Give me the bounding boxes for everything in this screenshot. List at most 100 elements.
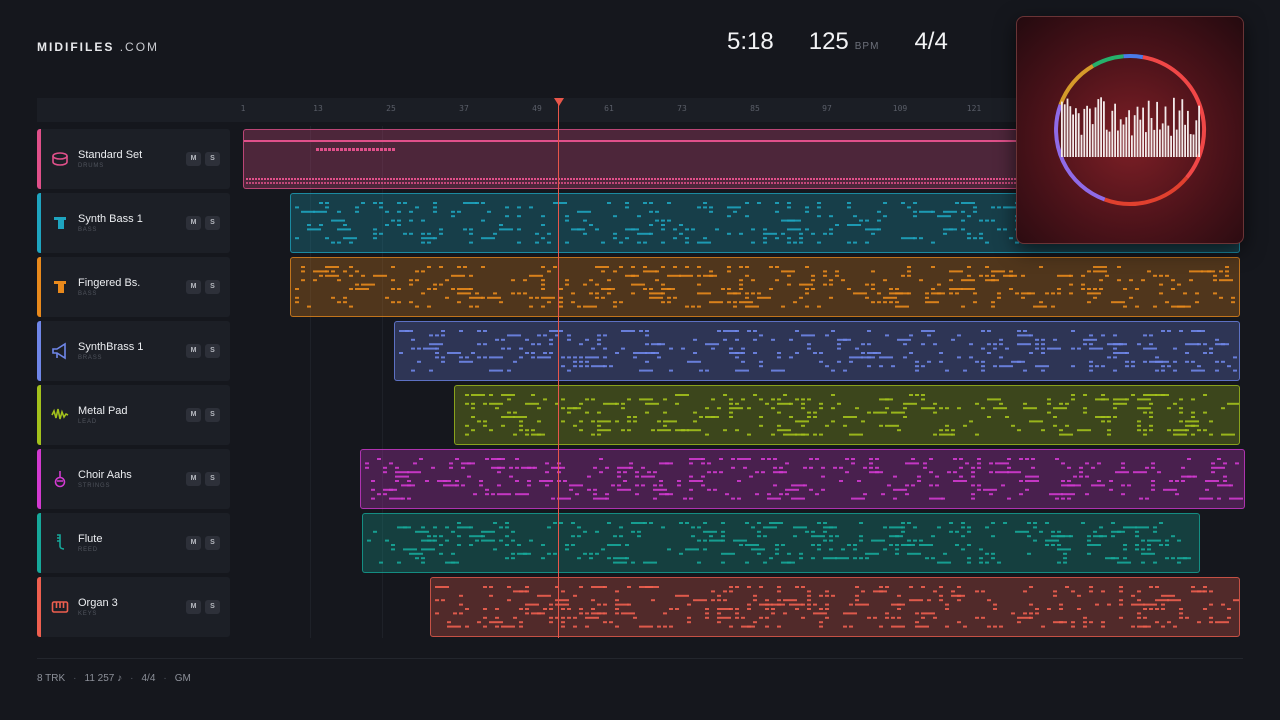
ruler-tick-label: 85 [750, 104, 760, 113]
track-category: BASS [78, 291, 98, 297]
track-color-stripe [37, 321, 41, 381]
keys-icon [51, 601, 69, 613]
separator: · [163, 673, 167, 684]
clip-note-pattern [365, 458, 1243, 500]
bass-icon [54, 281, 66, 293]
solo-button[interactable]: S [205, 536, 220, 550]
solo-button[interactable]: S [205, 152, 220, 166]
midi-clip[interactable] [360, 449, 1245, 509]
track-name: Choir Aahs [78, 469, 132, 481]
clip-note-pattern [244, 140, 1017, 184]
midi-clip[interactable] [394, 321, 1240, 381]
ruler-tick-label: 1 [240, 104, 246, 113]
ruler-tick-label: 121 [966, 104, 982, 113]
track-name: Fingered Bs. [78, 277, 141, 289]
tempo-value[interactable]: 125 [808, 28, 849, 55]
mute-button[interactable]: M [186, 216, 201, 230]
grid-line [382, 126, 383, 638]
song-duration: 5:18 [727, 28, 774, 55]
mute-button[interactable]: M [186, 152, 201, 166]
ruler-tick-label: 49 [532, 104, 542, 113]
playhead[interactable] [558, 98, 559, 638]
track-category: REED [78, 547, 98, 553]
note-count: 11 257 ♪ [84, 673, 123, 684]
solo-button[interactable]: S [205, 472, 220, 486]
track-header[interactable]: Synth Bass 1 BASS M S [37, 193, 230, 253]
solo-button[interactable]: S [205, 600, 220, 614]
track-category: DRUMS [78, 163, 104, 169]
track-category: BASS [78, 227, 98, 233]
bass-icon [54, 217, 66, 229]
clip-note-pattern [465, 394, 1239, 436]
transport-readout: 5:18 125 BPM 4/4 [727, 28, 948, 58]
track-name: SynthBrass 1 [78, 341, 144, 353]
footer-divider [37, 658, 1243, 659]
mute-button[interactable]: M [186, 472, 201, 486]
footer-meter: 4/4 [141, 673, 156, 684]
track-category: STRINGS [78, 483, 111, 489]
arrangement-area[interactable] [237, 126, 1243, 638]
ruler-tick-label: 61 [604, 104, 614, 113]
track-header[interactable]: Flute REED M S [37, 513, 230, 573]
strings-icon [54, 471, 66, 488]
track-header[interactable]: Standard Set DRUMS M S [37, 129, 230, 189]
audio-visualizer [1016, 16, 1244, 244]
midi-clip[interactable] [362, 513, 1200, 573]
separator: · [130, 673, 134, 684]
reed-icon [57, 534, 65, 550]
track-color-stripe [37, 193, 41, 253]
mute-button[interactable]: M [186, 344, 201, 358]
track-count: 8 TRK [37, 673, 66, 684]
visualizer-graphic [1054, 54, 1207, 206]
track-header[interactable]: Metal Pad LEAD M S [37, 385, 230, 445]
track-category: KEYS [78, 611, 98, 617]
mute-button[interactable]: M [186, 408, 201, 422]
clip-note-pattern [367, 522, 1191, 564]
time-signature[interactable]: 4/4 [914, 28, 948, 55]
logo-main: MIDIFILES [37, 40, 115, 54]
midi-clip[interactable] [290, 257, 1240, 317]
midi-clip[interactable] [454, 385, 1240, 445]
track-category: LEAD [78, 419, 97, 425]
drum-icon [52, 152, 68, 166]
logo-suffix: .COM [119, 40, 160, 54]
brass-icon [52, 342, 66, 360]
status-bar: 8 TRK · 11 257 ♪ · 4/4 · GM [37, 673, 191, 684]
track-color-stripe [37, 129, 41, 189]
lead-icon [51, 408, 69, 420]
solo-button[interactable]: S [205, 216, 220, 230]
midi-clip[interactable] [243, 129, 1018, 189]
ruler-tick-label: 13 [313, 104, 323, 113]
mute-button[interactable]: M [186, 280, 201, 294]
track-color-stripe [37, 385, 41, 445]
track-name: Flute [78, 533, 103, 545]
solo-button[interactable]: S [205, 344, 220, 358]
separator: · [73, 673, 77, 684]
ruler-tick-label: 37 [459, 104, 469, 113]
mute-button[interactable]: M [186, 600, 201, 614]
solo-button[interactable]: S [205, 280, 220, 294]
track-header[interactable]: Fingered Bs. BASS M S [37, 257, 230, 317]
ruler-tick-label: 109 [892, 104, 908, 113]
track-name: Organ 3 [78, 597, 118, 609]
ruler-tick-label: 25 [386, 104, 396, 113]
track-header[interactable]: SynthBrass 1 BRASS M S [37, 321, 230, 381]
track-name: Synth Bass 1 [78, 213, 143, 225]
midi-standard: GM [174, 673, 191, 684]
track-color-stripe [37, 449, 41, 509]
track-header[interactable]: Choir Aahs STRINGS M S [37, 449, 230, 509]
app-logo: MIDIFILES .COM [37, 40, 159, 54]
ruler-tick-label: 97 [822, 104, 832, 113]
tempo-unit: BPM [854, 41, 880, 52]
grid-line [310, 126, 311, 638]
solo-button[interactable]: S [205, 408, 220, 422]
ruler-tick-label: 73 [677, 104, 687, 113]
track-header[interactable]: Organ 3 KEYS M S [37, 577, 230, 637]
track-category: BRASS [78, 355, 103, 361]
mute-button[interactable]: M [186, 536, 201, 550]
clip-note-pattern [399, 330, 1237, 372]
midi-clip[interactable] [430, 577, 1240, 637]
playhead-handle[interactable] [554, 98, 564, 106]
track-color-stripe [37, 513, 41, 573]
clip-note-pattern [435, 586, 1239, 628]
